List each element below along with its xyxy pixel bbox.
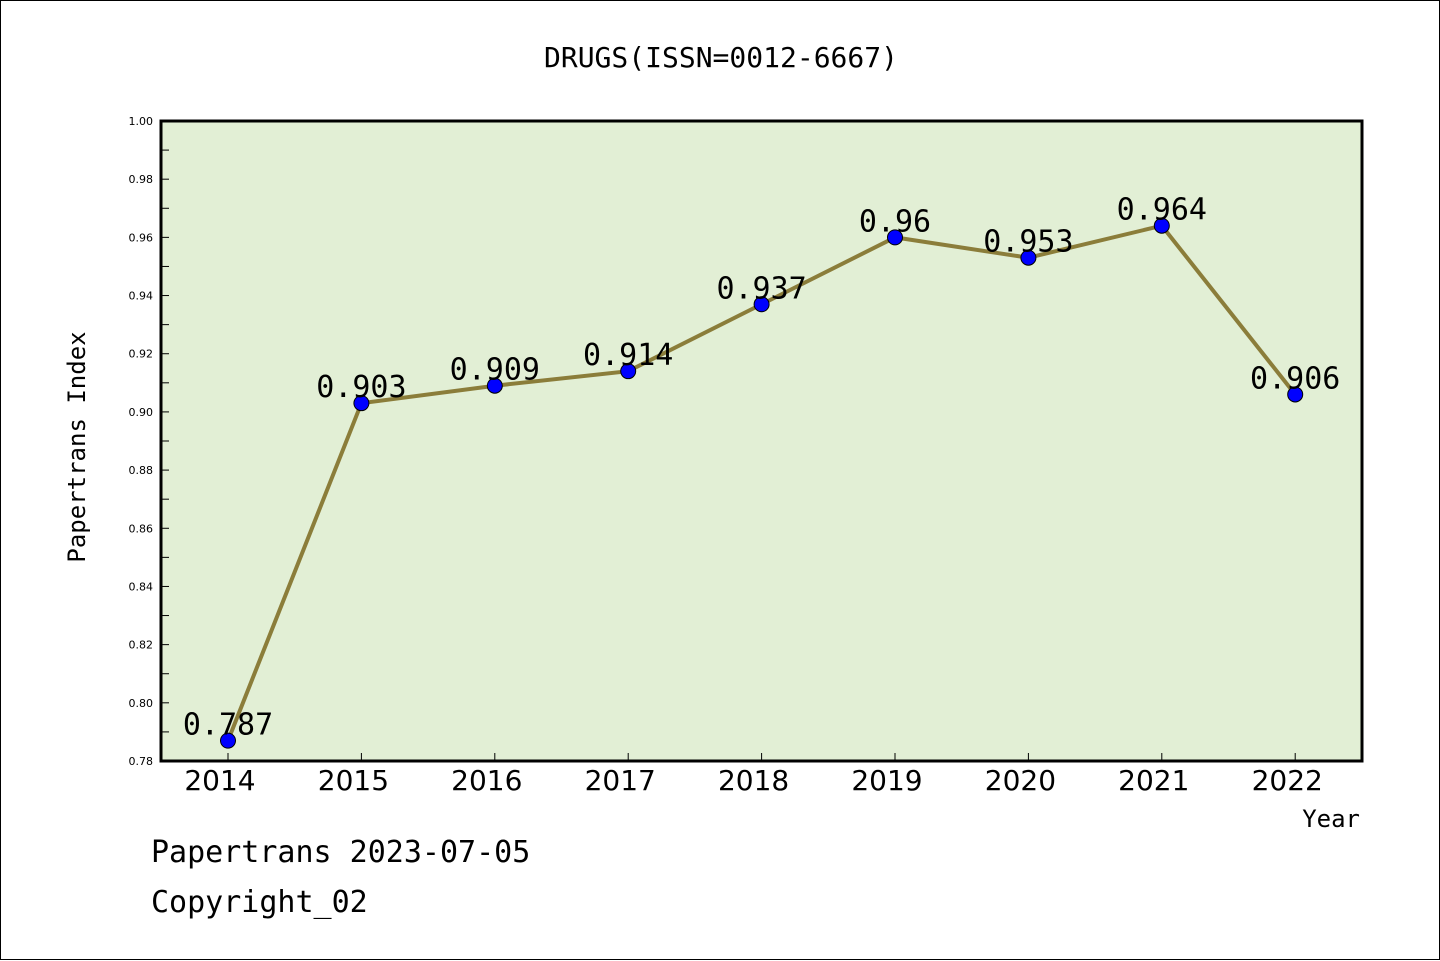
data-label: 0.964 xyxy=(1117,193,1207,228)
x-tick-label: 2015 xyxy=(318,764,389,797)
data-label: 0.914 xyxy=(583,338,673,373)
chart-title: DRUGS(ISSN=0012-6667) xyxy=(544,41,898,74)
data-point-marker xyxy=(353,395,370,412)
data-point-marker xyxy=(1287,386,1304,403)
x-tick-label: 2016 xyxy=(451,764,522,797)
x-axis: 2014 2015 2016 2017 2018 2019 2020 2021 2022 xyxy=(184,753,1323,797)
data-point-marker xyxy=(1153,217,1170,234)
y-tick-label: 0.82 xyxy=(129,639,154,652)
data-label: 0.953 xyxy=(983,225,1073,260)
y-tick-label: 0.80 xyxy=(129,697,154,710)
y-tick-label: 1.00 xyxy=(129,115,154,128)
footer-date: Papertrans 2023-07-05 xyxy=(151,835,531,870)
x-tick-label: 2019 xyxy=(851,764,922,797)
data-point-marker xyxy=(486,377,503,394)
y-axis: 0.78 0.80 0.82 0.84 0.86 0.88 0.90 0.92 0.94 0.96… xyxy=(129,115,169,768)
x-tick-label: 2014 xyxy=(184,764,255,797)
x-axis-label: Year xyxy=(1302,805,1360,833)
y-tick-label: 0.98 xyxy=(129,173,154,186)
y-tick-label: 0.84 xyxy=(129,580,154,593)
data-point-marker xyxy=(887,229,903,246)
data-point-marker xyxy=(220,732,236,749)
data-point-marker xyxy=(620,363,637,380)
y-tick-label: 0.78 xyxy=(129,755,154,768)
data-label: 0.787 xyxy=(183,708,273,743)
y-tick-label: 0.88 xyxy=(129,464,154,477)
data-point-marker xyxy=(1020,249,1037,266)
data-label: 0.909 xyxy=(450,353,540,388)
footer-copyright: Copyright_02 xyxy=(151,885,368,920)
x-tick-label: 2018 xyxy=(718,764,789,797)
y-tick-label: 0.86 xyxy=(129,522,154,535)
x-tick-label: 2022 xyxy=(1252,764,1323,797)
y-tick-label: 0.94 xyxy=(129,290,154,303)
y-tick-label: 0.96 xyxy=(129,231,154,244)
y-axis-label: Papertrans Index xyxy=(63,331,91,562)
x-tick-label: 2021 xyxy=(1118,764,1189,797)
data-label: 0.96 xyxy=(859,204,931,239)
data-label: 0.903 xyxy=(316,370,406,405)
y-tick-label: 0.92 xyxy=(129,348,154,361)
x-tick-label: 2017 xyxy=(585,764,656,797)
data-labels: 0.787 0.903 0.909 0.914 0.937 0.96 0.953 0.964 0… xyxy=(183,193,1341,743)
x-tick-label: 2020 xyxy=(985,764,1056,797)
data-label: 0.937 xyxy=(716,271,806,306)
y-tick-label: 0.90 xyxy=(129,406,154,419)
data-label: 0.906 xyxy=(1250,361,1340,396)
data-point-marker xyxy=(753,296,770,313)
series-markers xyxy=(220,217,1304,749)
